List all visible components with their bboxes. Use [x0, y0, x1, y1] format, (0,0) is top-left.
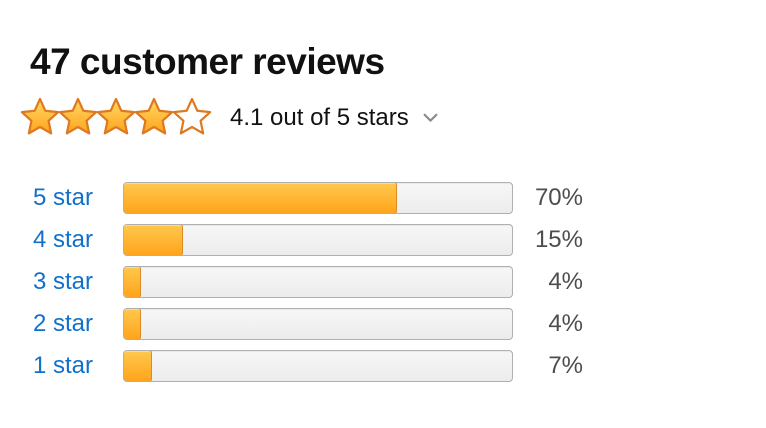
rating-bar-track[interactable]	[123, 308, 513, 340]
rating-bar-percent: 7%	[548, 352, 583, 379]
star-icon	[58, 97, 98, 135]
star-icon	[96, 97, 136, 135]
rating-bar-track[interactable]	[123, 350, 513, 382]
rating-bar-fill	[124, 267, 141, 297]
rating-bar-fill	[124, 351, 153, 381]
rating-bar-row-4-star[interactable]: 4 star 15%	[20, 224, 583, 256]
star-icon	[20, 97, 60, 135]
rating-bar-track[interactable]	[123, 224, 513, 256]
star-icon	[172, 97, 212, 135]
reviews-title: 47 customer reviews	[30, 41, 385, 82]
rating-bar-label[interactable]: 1 star	[33, 352, 94, 379]
rating-bar-fill	[124, 309, 141, 339]
rating-bar-row-1-star[interactable]: 1 star 7%	[20, 350, 583, 382]
rating-bar-track[interactable]	[123, 182, 513, 214]
rating-bar-label[interactable]: 2 star	[33, 310, 94, 337]
rating-bar-percent: 70%	[534, 184, 583, 211]
average-rating-dropdown[interactable]: 4.1 out of 5 stars	[20, 97, 438, 139]
rating-bar-row-2-star[interactable]: 2 star 4%	[20, 308, 583, 340]
star-rating	[20, 97, 212, 139]
star-icon	[134, 97, 174, 135]
rating-bar-fill	[124, 183, 397, 213]
chevron-down-icon[interactable]	[423, 113, 438, 123]
rating-bar-track[interactable]	[123, 266, 513, 298]
rating-bar-label[interactable]: 4 star	[33, 226, 94, 253]
rating-bar-percent: 4%	[548, 268, 583, 295]
rating-bar-row-3-star[interactable]: 3 star 4%	[20, 266, 583, 298]
rating-bar-fill	[124, 225, 184, 255]
rating-bar-label[interactable]: 3 star	[33, 268, 94, 295]
rating-bar-label[interactable]: 5 star	[33, 184, 94, 211]
rating-bar-row-5-star[interactable]: 5 star 70%	[20, 182, 583, 214]
ratings-histogram: 5 star 70% 4 star 15% 3 star 4% 2 star	[20, 182, 583, 392]
rating-bar-percent: 4%	[548, 310, 583, 337]
rating-bar-percent: 15%	[534, 226, 583, 253]
average-rating-label: 4.1 out of 5 stars	[230, 104, 409, 131]
